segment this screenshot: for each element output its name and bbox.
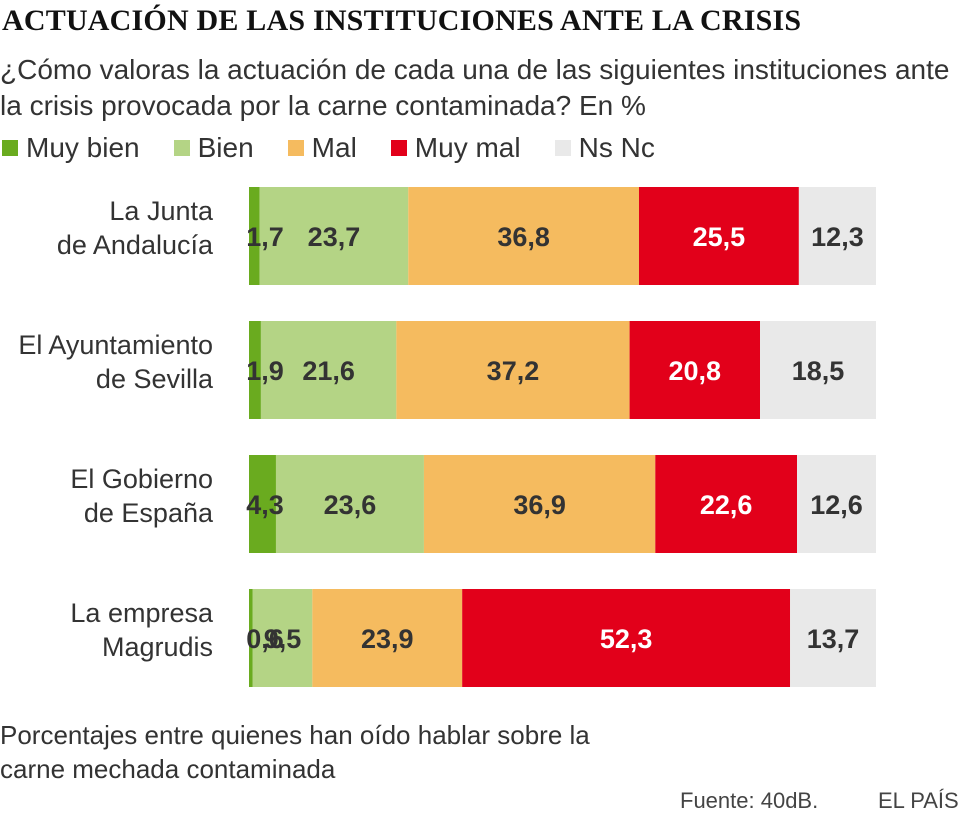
bar-mal-3	[312, 589, 463, 687]
value-label-mal-3: 23,9	[361, 624, 414, 654]
value-label-bien-0: 23,7	[308, 222, 361, 252]
legend-swatch-bien	[173, 140, 190, 156]
value-label-mal-2: 36,9	[513, 490, 566, 520]
bar-mal-2	[423, 455, 656, 553]
category-label-1-line-0: El Ayuntamiento	[18, 330, 213, 360]
legend-swatch-muy-mal	[390, 140, 407, 156]
value-label-mal-1: 37,2	[487, 356, 540, 386]
value-label-muy-mal-3: 52,3	[600, 624, 653, 654]
value-label-muy-mal-1: 20,8	[669, 356, 722, 386]
value-label-muy-bien-2: 4,3	[246, 490, 284, 520]
bar-ns-nc-1	[760, 321, 876, 419]
category-label-3-line-1: Magrudis	[102, 632, 213, 662]
category-label-2-line-1: de España	[84, 498, 214, 528]
legend-label-muy-bien: Muy bien	[26, 132, 140, 163]
bar-mal-0	[408, 187, 639, 285]
bar-bien-3	[252, 589, 313, 687]
legend-label-muy-mal: Muy mal	[414, 132, 521, 163]
value-label-muy-bien-0: 1,7	[246, 222, 284, 252]
legend-item-muy-bien: Muy bien	[2, 132, 140, 164]
publisher-brand: EL PAÍS	[878, 788, 959, 813]
bar-muy-mal-0	[638, 187, 799, 285]
value-label-muy-mal-0: 25,5	[693, 222, 746, 252]
value-label-muy-bien-3: 0,6	[246, 624, 284, 654]
bar-muy-bien-0	[249, 187, 260, 285]
value-label-ns-nc-0: 12,3	[811, 222, 864, 252]
legend: Muy bien Bien Mal Muy mal Ns Nc	[2, 130, 689, 166]
value-label-ns-nc-3: 13,7	[807, 624, 860, 654]
legend-item-mal: Mal	[287, 132, 357, 164]
category-label-0-line-0: La Junta	[109, 196, 214, 226]
value-label-muy-mal-2: 22,6	[700, 490, 753, 520]
category-label-2-line-0: El Gobierno	[70, 464, 213, 494]
category-label-3-line-0: La empresa	[70, 598, 214, 628]
source-credit: Fuente: 40dB.	[680, 788, 819, 813]
legend-label-mal: Mal	[311, 132, 357, 163]
bar-muy-bien-3	[249, 589, 253, 687]
value-label-bien-1: 21,6	[302, 356, 355, 386]
value-label-muy-bien-1: 1,9	[246, 356, 284, 386]
chart-subtitle: ¿Cómo valoras la actuación de cada una d…	[0, 54, 950, 121]
value-label-ns-nc-1: 18,5	[792, 356, 845, 386]
bar-muy-mal-1	[629, 321, 761, 419]
value-label-mal-0: 36,8	[497, 222, 550, 252]
bar-muy-mal-2	[655, 455, 797, 553]
value-label-bien-3: 9,5	[264, 624, 302, 654]
legend-label-bien: Bien	[197, 132, 254, 163]
bar-bien-1	[260, 321, 397, 419]
value-label-ns-nc-2: 12,6	[810, 490, 863, 520]
legend-item-ns-nc: Ns Nc	[554, 132, 655, 164]
legend-swatch-mal	[287, 140, 304, 156]
value-label-bien-2: 23,6	[324, 490, 377, 520]
bar-bien-0	[259, 187, 409, 285]
category-label-1-line-1: de Sevilla	[96, 364, 214, 394]
bar-bien-2	[275, 455, 424, 553]
bar-ns-nc-0	[798, 187, 876, 285]
legend-swatch-muy-bien	[2, 140, 18, 156]
bar-ns-nc-2	[796, 455, 876, 553]
chart-title: ACTUACIÓN DE LAS INSTITUCIONES ANTE LA C…	[2, 4, 802, 37]
footnote: Porcentajes entre quienes han oído habla…	[0, 720, 590, 784]
legend-label-ns-nc: Ns Nc	[578, 132, 655, 163]
bar-muy-bien-1	[249, 321, 261, 419]
bar-muy-bien-2	[249, 455, 276, 553]
category-label-0-line-1: de Andalucía	[57, 230, 214, 260]
legend-item-muy-mal: Muy mal	[390, 132, 521, 164]
bar-ns-nc-3	[790, 589, 876, 687]
legend-swatch-ns-nc	[554, 140, 571, 156]
legend-item-bien: Bien	[173, 132, 254, 164]
bar-muy-mal-3	[462, 589, 791, 687]
bar-mal-1	[396, 321, 630, 419]
